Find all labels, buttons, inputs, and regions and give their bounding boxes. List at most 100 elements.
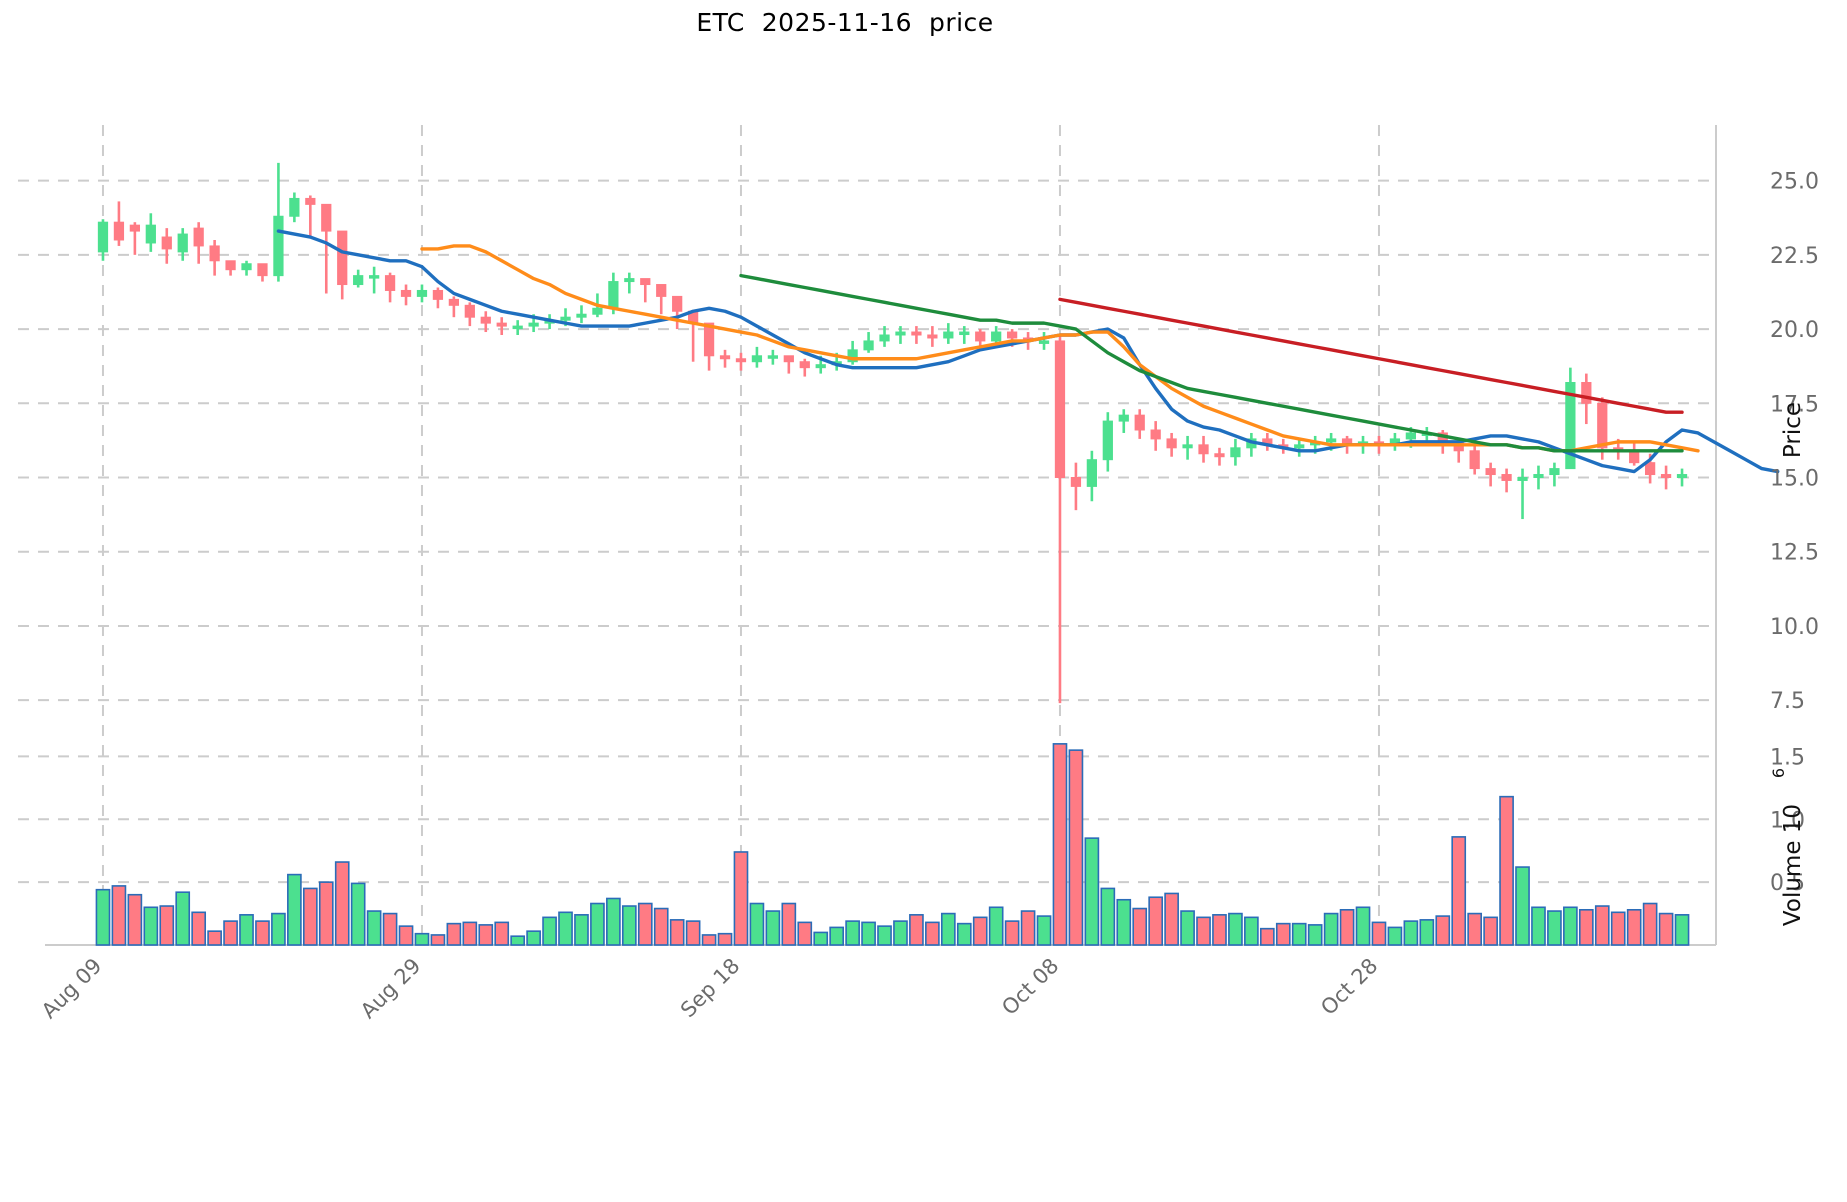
candle-body	[1230, 447, 1241, 458]
volume-bar	[1451, 836, 1467, 946]
volume-bar	[494, 921, 510, 946]
candle	[911, 326, 922, 344]
candle-body	[193, 227, 204, 247]
date-tick-label: Sep 18	[676, 954, 745, 1023]
candle-body	[512, 325, 523, 330]
candle	[225, 260, 236, 276]
volume-bar	[701, 934, 717, 946]
volume-bar	[717, 932, 733, 946]
candle-body	[1517, 477, 1528, 481]
candle	[1086, 450, 1098, 502]
candle-body	[305, 197, 316, 205]
volume-bar	[877, 925, 892, 946]
candle	[656, 284, 667, 315]
candle	[1038, 332, 1050, 350]
candle	[480, 311, 491, 333]
candle-body	[656, 284, 667, 297]
volume-bar	[669, 919, 685, 946]
candle-body	[1070, 477, 1082, 487]
candle	[799, 358, 810, 377]
candle	[735, 352, 747, 371]
volume-bar	[765, 910, 781, 946]
volume-bar	[510, 935, 526, 946]
candle-body	[384, 275, 396, 291]
candle	[321, 203, 332, 294]
candle-body	[703, 322, 715, 357]
candle-body	[895, 331, 906, 336]
volume-bar	[1658, 912, 1674, 946]
price-tick-label: 7.5	[1770, 689, 1805, 714]
candle-body	[1182, 444, 1193, 449]
date-tick-label: Oct 28	[1316, 954, 1382, 1020]
candle-body	[672, 295, 683, 312]
candle	[703, 322, 715, 371]
candle	[1166, 432, 1177, 457]
volume-bar	[111, 885, 127, 946]
volume-bar	[1323, 912, 1339, 946]
volume-bar	[1371, 921, 1387, 946]
volume-bar	[382, 912, 398, 946]
volume-bar	[191, 911, 207, 946]
candle	[1676, 468, 1688, 487]
volume-bar	[1355, 906, 1371, 946]
volume-bar	[1228, 912, 1243, 946]
volume-bar	[1515, 866, 1530, 946]
candle-body	[1214, 453, 1225, 458]
candle	[1262, 432, 1273, 451]
price-tick-label: 17.5	[1770, 392, 1819, 417]
candle	[576, 305, 587, 324]
volume-bar	[223, 920, 238, 946]
candle	[129, 222, 141, 255]
candle-body	[719, 355, 731, 360]
volume-bar	[1036, 915, 1052, 946]
grid-lines	[18, 125, 1717, 946]
volume-bar	[956, 922, 972, 946]
volume-tick-label: 0.5	[1770, 871, 1805, 896]
candle-body	[1038, 340, 1050, 344]
candlestick-series	[97, 162, 1688, 704]
candle	[1629, 441, 1640, 466]
volume-bar	[1180, 910, 1195, 946]
volume-bar	[558, 911, 573, 946]
candle	[305, 195, 316, 238]
candle	[1118, 409, 1129, 433]
volume-bar	[1483, 916, 1498, 946]
candle-body	[209, 245, 220, 262]
volume-bar	[1674, 914, 1690, 946]
candle-body	[863, 340, 874, 351]
candle-body	[289, 197, 300, 217]
date-tick-label: Aug 09	[37, 954, 107, 1024]
candle	[209, 240, 220, 276]
candle-body	[161, 236, 172, 250]
candle	[193, 222, 204, 264]
candle	[767, 349, 779, 365]
candle	[177, 228, 188, 261]
price-tick-label: 10.0	[1770, 615, 1819, 640]
candle-body	[1597, 402, 1608, 449]
candle	[863, 332, 874, 353]
candle	[241, 260, 252, 276]
volume-bar	[1084, 837, 1100, 946]
candle	[273, 162, 284, 282]
candle-body	[1198, 444, 1209, 455]
volume-bar	[239, 914, 254, 946]
volume-bar	[797, 921, 813, 946]
volume-bar	[940, 912, 956, 946]
candle	[895, 326, 906, 344]
axis-titles: Price Volume 10 6	[1769, 402, 1806, 926]
candle-body	[592, 307, 603, 315]
volume-bar	[302, 887, 318, 946]
candle	[1054, 335, 1066, 704]
candle	[1070, 462, 1082, 511]
candle-body	[1565, 382, 1576, 470]
candle-body	[815, 364, 826, 369]
candle-body	[1660, 474, 1672, 478]
candle-body	[1676, 474, 1688, 478]
candle-body	[991, 331, 1002, 342]
volume-axis-title: Volume 10	[1780, 804, 1806, 926]
volume-bar	[350, 882, 366, 946]
candle-body	[1294, 444, 1305, 449]
volume-bar	[1563, 906, 1578, 946]
